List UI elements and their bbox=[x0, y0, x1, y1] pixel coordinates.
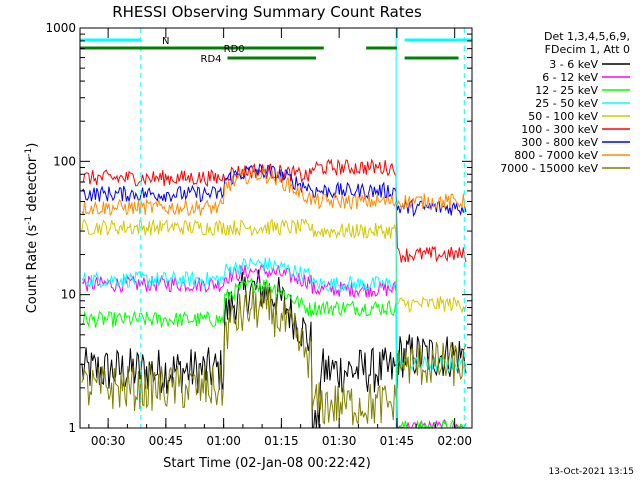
x-tick-label-2: 00:45 bbox=[149, 434, 184, 448]
legend-label-7: 300 - 800 keV bbox=[521, 136, 598, 149]
legend-label-2: 6 - 12 keV bbox=[542, 71, 598, 84]
legend: Det 1,3,4,5,6,9,FDecim 1, Att 0 3 - 6 keV… bbox=[500, 30, 630, 175]
legend-label-6: 100 - 300 keV bbox=[521, 123, 598, 136]
y-axis-label: Count Rate (s-1 detector-1) bbox=[24, 143, 40, 314]
y-axis-label-main: Count Rate (s bbox=[25, 225, 40, 314]
timestamp: 13-Oct-2021 13:15 bbox=[549, 467, 634, 477]
legend-header-2: FDecim 1, Att 0 bbox=[545, 43, 630, 56]
y-tick-label-3: 100 bbox=[53, 154, 76, 168]
axes: 00:30 00:45 01:00 01:15 01:30 01:45 02:00 1 10 10… bbox=[45, 21, 473, 448]
legend-label-4: 25 - 50 keV bbox=[535, 97, 598, 110]
plot-area bbox=[81, 28, 467, 430]
obs-label-N: N bbox=[162, 36, 169, 47]
legend-label-5: 50 - 100 keV bbox=[528, 110, 598, 123]
x-tick-label-1: 00:30 bbox=[91, 434, 126, 448]
obs-label-RD0: RD0 bbox=[224, 44, 245, 55]
x-tick-label-4: 01:15 bbox=[264, 434, 299, 448]
y-axis-label-end: ) bbox=[25, 143, 40, 148]
series-line-5 bbox=[81, 218, 467, 314]
y-axis-label-sup2: -1 bbox=[24, 148, 34, 157]
x-tick-label-5: 01:30 bbox=[322, 434, 357, 448]
legend-label-9: 7000 - 15000 keV bbox=[500, 162, 598, 175]
obs-label-RD4: RD4 bbox=[201, 54, 222, 65]
y-tick-label-4: 1000 bbox=[45, 21, 76, 35]
chart-title: RHESSI Observing Summary Count Rates bbox=[112, 3, 422, 21]
x-tick-label-6: 01:45 bbox=[380, 434, 415, 448]
x-axis-label: Start Time (02-Jan-08 00:22:42) bbox=[163, 456, 371, 471]
plot-frame bbox=[79, 27, 473, 429]
y-axis-label-sup1: -1 bbox=[24, 216, 34, 225]
legend-label-3: 12 - 25 keV bbox=[535, 84, 598, 97]
y-axis-label-mid: detector bbox=[25, 156, 40, 216]
y-tick-label-2: 10 bbox=[61, 288, 76, 302]
legend-label-8: 800 - 7000 keV bbox=[514, 149, 598, 162]
x-tick-label-3: 01:00 bbox=[206, 434, 241, 448]
series-line-9 bbox=[81, 285, 467, 426]
series-line-8 bbox=[81, 166, 467, 217]
y-tick-label-1: 1 bbox=[68, 421, 76, 435]
legend-label-1: 3 - 6 keV bbox=[549, 58, 598, 71]
series-line-6 bbox=[81, 158, 467, 263]
series-line-3 bbox=[81, 276, 467, 430]
legend-header-1: Det 1,3,4,5,6,9, bbox=[544, 30, 630, 43]
x-tick-label-7: 02:00 bbox=[437, 434, 472, 448]
